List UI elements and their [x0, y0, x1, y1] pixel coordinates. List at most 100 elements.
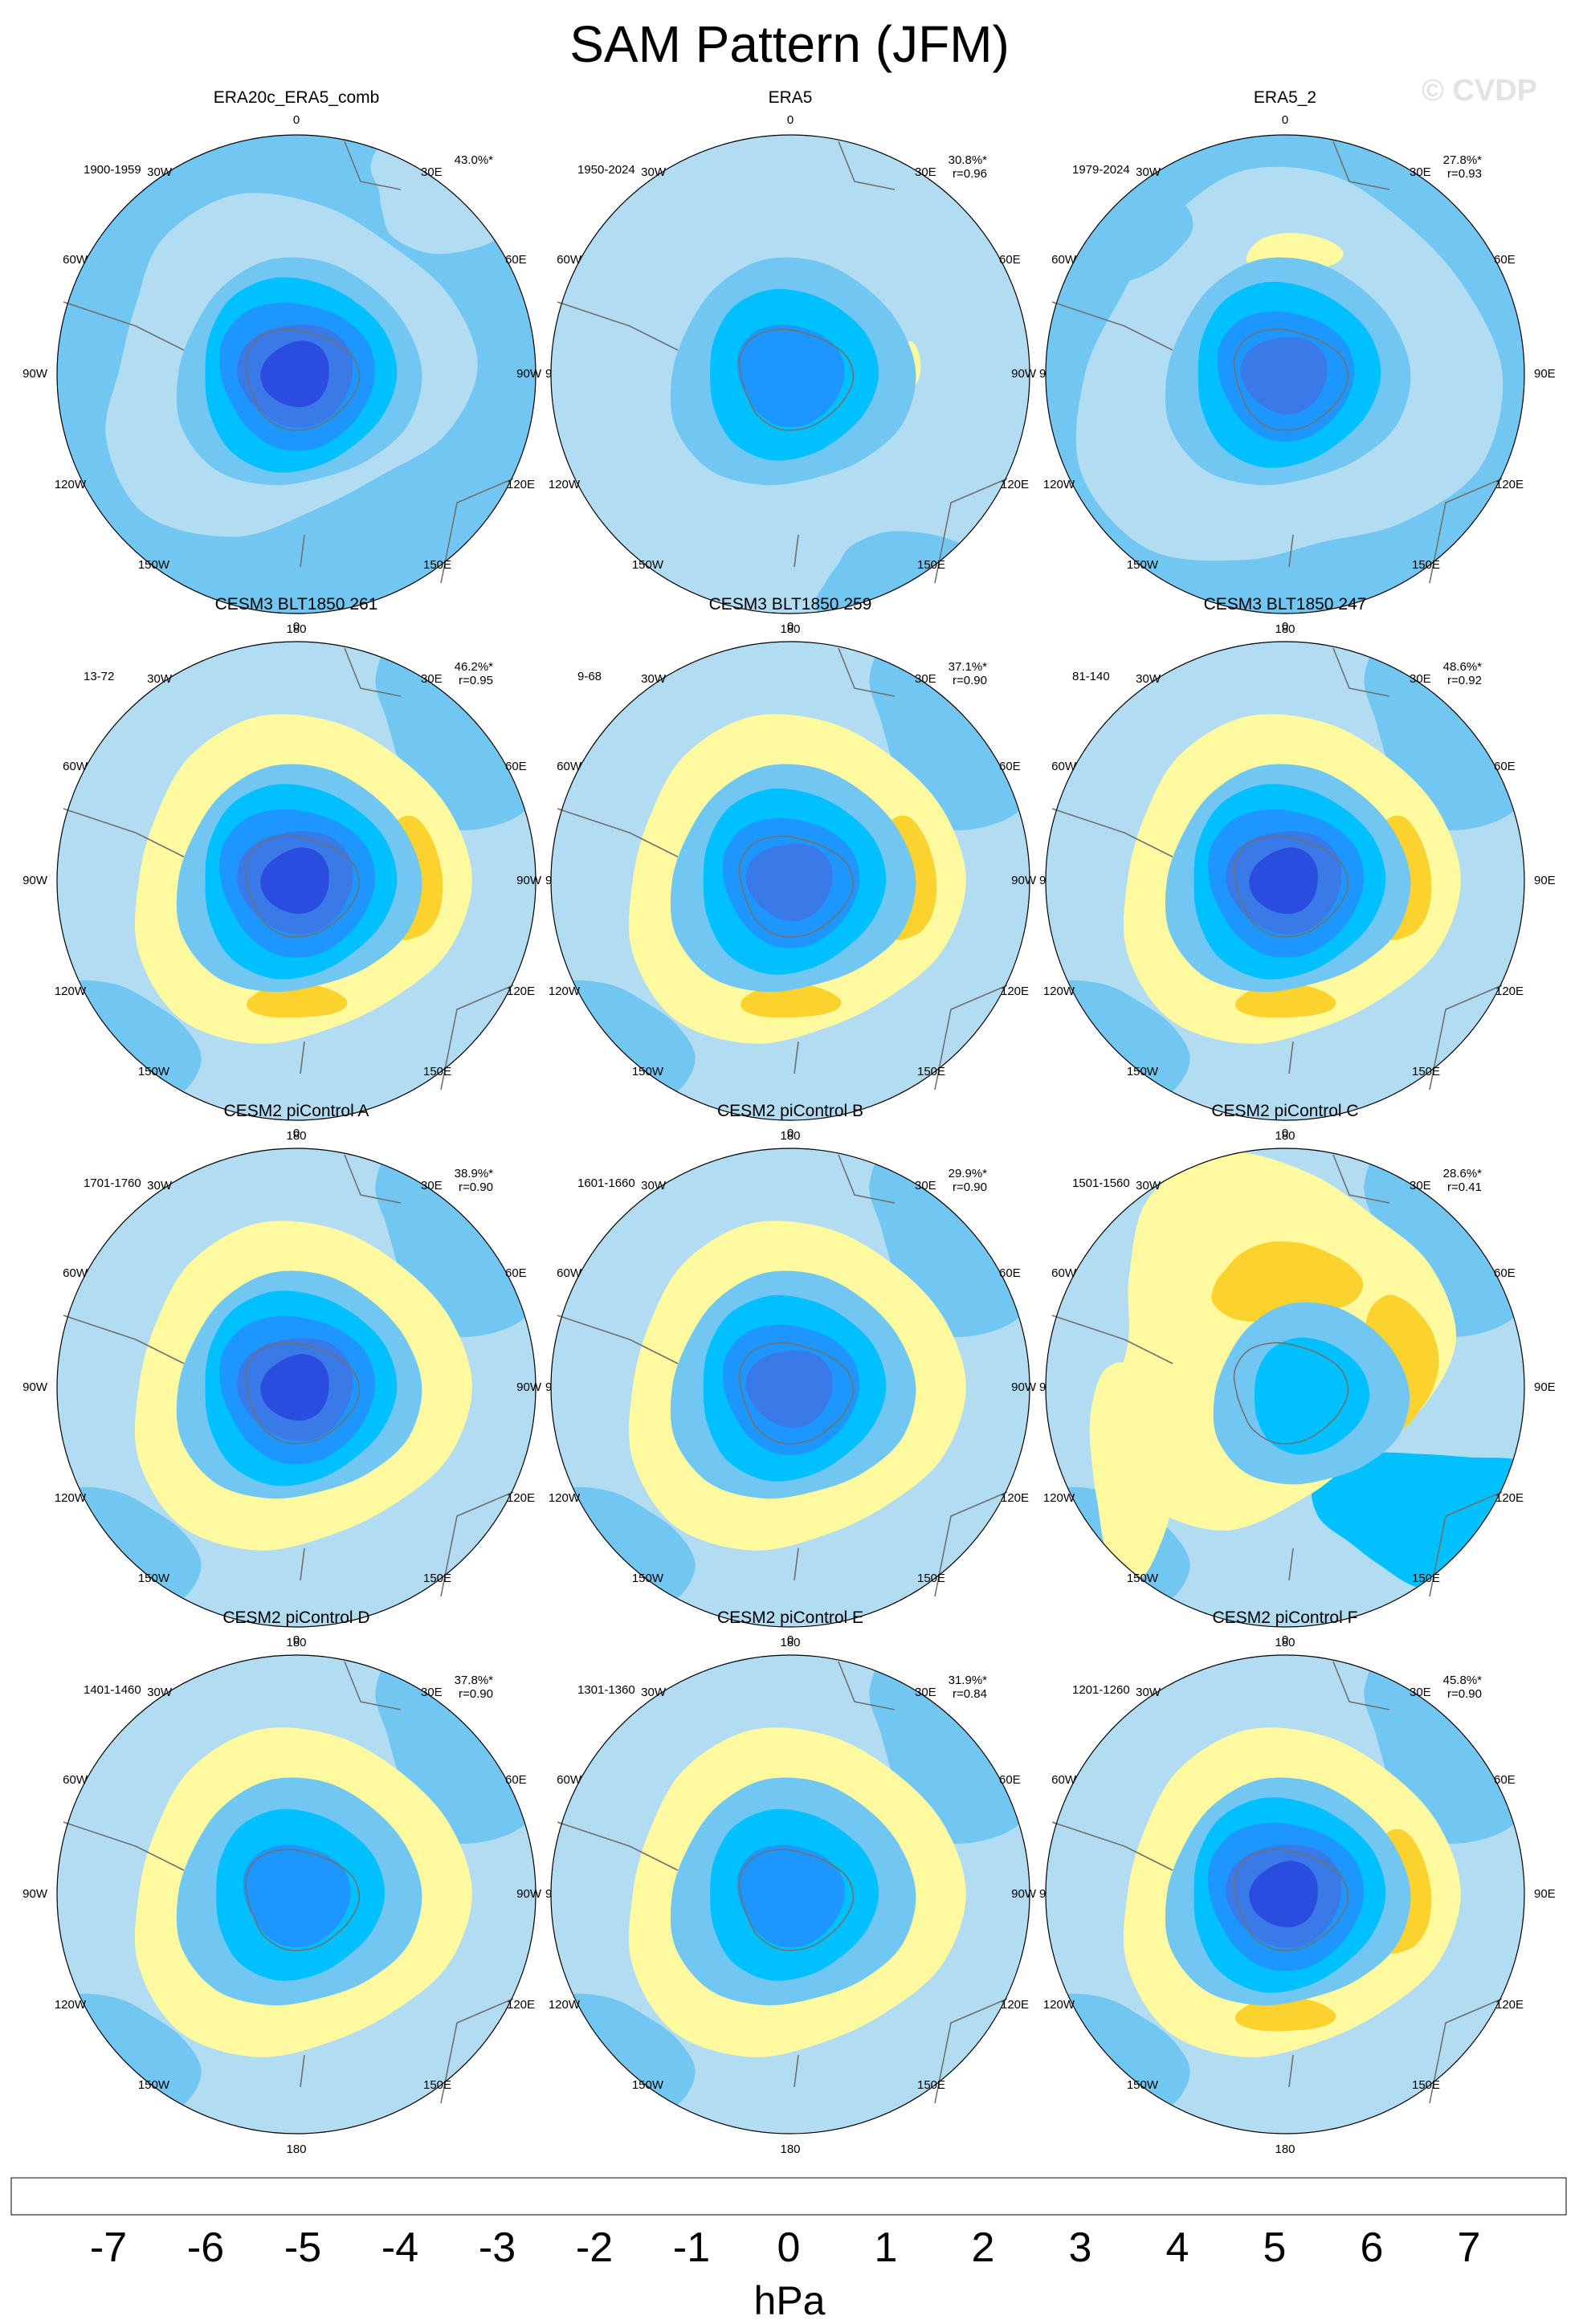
antarctica-outline	[1233, 1849, 1349, 1951]
lon-label-right-upper: 30E	[421, 1686, 443, 1699]
negative-band-3	[736, 324, 845, 427]
positive-core	[247, 983, 348, 1018]
panel-map-1: 018030W30E60W60E90W90E120W120E150W150EER…	[22, 88, 567, 636]
lon-label-right-lower: 150E	[1412, 1572, 1440, 1585]
new-zealand-outline	[794, 2054, 799, 2088]
lon-label-left-mid-upper: 60W	[1051, 253, 1077, 267]
panel-years: 1401-1460	[84, 1683, 141, 1697]
lon-label-right-lower: 150E	[917, 2078, 945, 2092]
lon-label-right-lower: 150E	[917, 1065, 945, 1078]
antarctica-outline	[244, 835, 361, 938]
lon-label-left-center: 90W	[516, 1887, 542, 1901]
lon-label-right-mid-lower: 120E	[1495, 1491, 1524, 1505]
coastlines	[557, 1154, 1008, 1597]
lon-label-left-center: 90W	[22, 1887, 48, 1901]
new-zealand-outline	[300, 1547, 305, 1581]
lon-label-right-upper: 30E	[915, 672, 936, 686]
panel-correlation: r=0.84	[953, 1687, 987, 1701]
lon-label-right-upper: 30E	[915, 165, 936, 179]
south-america-outline	[1051, 1821, 1173, 1871]
panel-map-8: 018030W30E60W60E90W90E120W120E150W150ECE…	[516, 1102, 1061, 1649]
panel-years: 1501-1560	[1072, 1176, 1130, 1190]
australia-outline	[1429, 1491, 1503, 1597]
lon-label-right-mid-upper: 60E	[999, 1773, 1021, 1787]
new-zealand-outline	[300, 1041, 305, 1074]
coastlines	[63, 647, 514, 1091]
lon-label-right-mid-lower: 120E	[1001, 1491, 1029, 1505]
lon-label-left-center: 90W	[516, 1380, 542, 1394]
lon-label-left-upper: 30W	[147, 672, 173, 686]
panel-title: ERA20c_ERA5_comb	[214, 88, 380, 107]
lon-label-right-upper: 30E	[421, 1179, 443, 1193]
negative-band-5	[260, 340, 329, 408]
lon-label-top: 0	[787, 113, 794, 127]
map-border	[56, 1148, 537, 1628]
panel-years: 1301-1360	[577, 1683, 635, 1697]
antarctica-outline	[1233, 1342, 1349, 1445]
lon-label-left-center: 90W	[516, 367, 542, 381]
lon-label-right-mid-upper: 60E	[1494, 1266, 1516, 1280]
lon-label-right-mid-upper: 60E	[505, 1773, 527, 1787]
panel-map-11: 018030W30E60W60E90W90E120W120E150W150ECE…	[516, 1608, 1061, 2156]
lon-label-left-lower: 150W	[632, 1065, 664, 1078]
map-border	[550, 641, 1030, 1121]
lon-label-left-upper: 30W	[147, 1179, 173, 1193]
lon-label-right-upper: 30E	[421, 165, 443, 179]
lon-label-right-mid-lower: 120E	[507, 985, 535, 998]
lon-label-bottom: 180	[286, 622, 306, 636]
panel-percent: 43.0%*	[455, 153, 494, 167]
lon-label-bottom: 180	[286, 2143, 306, 2156]
south-america-outline	[63, 1821, 185, 1871]
lon-label-left-mid-upper: 60W	[63, 760, 88, 773]
panel-percent: 46.2%*	[455, 660, 494, 674]
australia-outline	[934, 1491, 1008, 1597]
lon-label-left-mid-upper: 60W	[63, 1266, 88, 1280]
africa-outline	[1332, 1661, 1390, 1710]
panel-correlation: r=0.95	[459, 674, 493, 687]
panel-correlation: r=0.90	[953, 674, 987, 687]
australia-outline	[1429, 478, 1503, 584]
positive-lobe	[1089, 1362, 1178, 1583]
lon-label-left-mid-lower: 120W	[55, 1998, 87, 2012]
lon-label-right-upper: 30E	[915, 1686, 936, 1699]
australia-outline	[440, 1491, 514, 1597]
lon-label-left-mid-upper: 60W	[557, 760, 582, 773]
panel-correlation: r=0.96	[953, 167, 987, 181]
lon-label-right-center: 90E	[1534, 874, 1556, 887]
lon-label-top: 0	[1282, 1127, 1288, 1140]
south-america-outline	[557, 808, 679, 858]
panel-percent: 37.1%*	[949, 660, 988, 674]
lon-label-top: 0	[787, 1633, 794, 1647]
coastlines	[63, 1154, 514, 1597]
panel-percent: 30.8%*	[949, 153, 988, 167]
new-zealand-outline	[1288, 1041, 1294, 1074]
contour-fill	[1046, 1655, 1524, 2134]
coastlines	[557, 1661, 1008, 2104]
map-border	[1045, 641, 1525, 1121]
lon-label-left-center: 90W	[1011, 367, 1037, 381]
panel-title: ERA5	[769, 88, 813, 107]
lon-label-left-mid-lower: 120W	[1043, 1491, 1075, 1505]
lon-label-right-mid-upper: 60E	[505, 253, 527, 267]
panel-years: 1601-1660	[577, 1176, 635, 1190]
negative-band-3	[736, 1845, 845, 1947]
lon-label-right-upper: 30E	[1410, 1686, 1431, 1699]
australia-outline	[1429, 1998, 1503, 2104]
page-title: SAM Pattern (JFM)	[569, 15, 1010, 73]
panel-map-2: 018030W30E60W60E90W90E120W120E150W150EER…	[516, 88, 1061, 636]
lon-label-left-lower: 150W	[138, 1572, 170, 1585]
australia-outline	[1429, 985, 1503, 1091]
africa-outline	[838, 1661, 896, 1710]
contour-fill	[551, 642, 1030, 1120]
australia-outline	[440, 985, 514, 1091]
lon-label-left-center: 90W	[1011, 874, 1037, 887]
africa-outline	[1332, 647, 1390, 697]
lon-label-left-mid-lower: 120W	[55, 1491, 87, 1505]
lon-label-left-center: 90W	[22, 874, 48, 887]
south-america-outline	[1051, 1315, 1173, 1364]
map-border	[550, 1654, 1030, 2134]
contour-fill	[1046, 1148, 1524, 1627]
africa-outline	[1332, 1154, 1390, 1204]
lon-label-top: 0	[293, 1127, 300, 1140]
